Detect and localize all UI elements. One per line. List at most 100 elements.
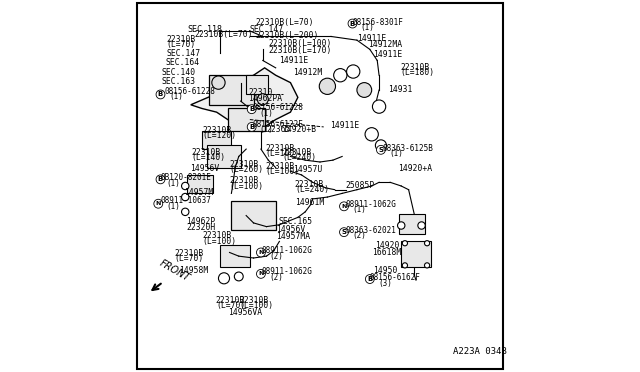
Text: FRONT: FRONT xyxy=(157,259,191,284)
Circle shape xyxy=(376,140,387,151)
Text: SEC.164: SEC.164 xyxy=(166,58,200,67)
Text: 08363-6125B: 08363-6125B xyxy=(382,144,433,153)
Circle shape xyxy=(156,90,165,99)
Circle shape xyxy=(257,248,266,257)
Text: 22320H: 22320H xyxy=(186,223,216,232)
Text: 14911E: 14911E xyxy=(372,50,402,59)
Text: 22310B(L=70): 22310B(L=70) xyxy=(195,30,253,39)
Text: 08156-8301F: 08156-8301F xyxy=(353,18,403,27)
Text: SEC.165: SEC.165 xyxy=(278,217,313,225)
Text: 0B120-8201E: 0B120-8201E xyxy=(161,173,211,182)
Circle shape xyxy=(357,83,372,97)
Text: (1): (1) xyxy=(167,202,180,211)
Text: 08911-1062G: 08911-1062G xyxy=(262,267,312,276)
Circle shape xyxy=(365,128,378,141)
Text: 08156-6122E: 08156-6122E xyxy=(253,120,303,129)
Text: N: N xyxy=(258,250,264,255)
Text: 22310B: 22310B xyxy=(216,296,245,305)
Text: 14961M: 14961M xyxy=(295,198,324,207)
Text: (L=100): (L=100) xyxy=(266,167,300,176)
Text: 14956VA: 14956VA xyxy=(228,308,262,317)
Text: 08911-1062G: 08911-1062G xyxy=(262,246,312,255)
Text: 14957MA: 14957MA xyxy=(276,232,310,241)
Text: 14911E: 14911E xyxy=(357,34,386,43)
Text: (L=100): (L=100) xyxy=(230,182,264,190)
Text: (1): (1) xyxy=(353,205,366,215)
Text: (L=70): (L=70) xyxy=(216,301,245,310)
Text: SEC.140: SEC.140 xyxy=(162,68,196,77)
Text: (1): (1) xyxy=(167,179,180,188)
Text: SEC.163: SEC.163 xyxy=(162,77,196,86)
Circle shape xyxy=(182,182,189,190)
Text: 22310B: 22310B xyxy=(203,231,232,240)
Text: B: B xyxy=(350,20,355,26)
Text: 22310B: 22310B xyxy=(266,144,294,153)
Text: (L=120): (L=120) xyxy=(203,131,237,140)
Bar xyxy=(207,145,241,167)
Circle shape xyxy=(424,263,429,268)
Circle shape xyxy=(154,199,163,208)
Text: S: S xyxy=(378,147,383,153)
Text: B: B xyxy=(158,92,163,97)
Circle shape xyxy=(333,68,347,82)
Circle shape xyxy=(376,145,385,154)
Circle shape xyxy=(340,202,348,211)
Text: 22310B(L=170): 22310B(L=170) xyxy=(268,46,332,55)
Text: 22310B: 22310B xyxy=(230,176,259,185)
Text: 08911-10637: 08911-10637 xyxy=(161,196,211,205)
Text: (1): (1) xyxy=(389,149,403,158)
Circle shape xyxy=(182,208,189,215)
Text: N: N xyxy=(258,272,264,276)
Circle shape xyxy=(234,272,243,281)
Text: 22310B: 22310B xyxy=(295,180,324,189)
Bar xyxy=(220,245,250,267)
Text: 22310B: 22310B xyxy=(282,148,312,157)
Text: 14911E: 14911E xyxy=(278,56,308,65)
Text: 22310B: 22310B xyxy=(191,148,221,157)
Text: A223A 034B: A223A 034B xyxy=(453,347,507,356)
Polygon shape xyxy=(191,68,298,131)
Text: 22310B(L=100): 22310B(L=100) xyxy=(268,39,332,48)
Text: B: B xyxy=(367,276,372,282)
Text: (2): (2) xyxy=(269,273,283,282)
Circle shape xyxy=(340,228,348,237)
Text: (L=260): (L=260) xyxy=(230,165,264,174)
Circle shape xyxy=(403,263,408,268)
Circle shape xyxy=(348,19,357,28)
Text: 08156-6162F: 08156-6162F xyxy=(370,273,420,282)
Text: 08156-61228: 08156-61228 xyxy=(165,87,216,96)
Bar xyxy=(187,175,213,193)
Text: 08363-62021: 08363-62021 xyxy=(345,226,396,235)
Text: 14931: 14931 xyxy=(388,85,413,94)
Text: 08156-61228: 08156-61228 xyxy=(253,103,303,112)
Bar xyxy=(202,131,232,149)
Text: 14912MA: 14912MA xyxy=(368,41,402,49)
Text: 22310B(L=200): 22310B(L=200) xyxy=(255,31,319,40)
Circle shape xyxy=(372,100,386,113)
Text: 14957M: 14957M xyxy=(184,188,213,197)
Circle shape xyxy=(403,241,408,246)
Circle shape xyxy=(156,175,165,184)
Circle shape xyxy=(424,241,429,246)
Text: 22365: 22365 xyxy=(266,125,291,134)
Text: (3): (3) xyxy=(378,279,392,288)
Text: 22310B: 22310B xyxy=(230,160,259,169)
Text: (L=70): (L=70) xyxy=(167,41,196,49)
Text: 25085P: 25085P xyxy=(346,181,375,190)
Circle shape xyxy=(397,222,405,229)
Text: (L=180): (L=180) xyxy=(401,68,435,77)
Text: 14920: 14920 xyxy=(374,241,399,250)
Text: 14956V: 14956V xyxy=(276,225,305,234)
Text: SEC.147: SEC.147 xyxy=(167,49,201,58)
Text: 22310B: 22310B xyxy=(401,62,429,72)
Text: 14950: 14950 xyxy=(374,266,398,275)
Circle shape xyxy=(418,222,425,229)
Text: B: B xyxy=(249,106,254,112)
Circle shape xyxy=(257,94,268,105)
Text: B: B xyxy=(249,124,254,130)
Circle shape xyxy=(347,65,360,78)
Bar xyxy=(209,75,253,105)
Circle shape xyxy=(365,275,374,283)
Text: 16618M: 16618M xyxy=(372,248,402,257)
Bar xyxy=(228,109,264,131)
